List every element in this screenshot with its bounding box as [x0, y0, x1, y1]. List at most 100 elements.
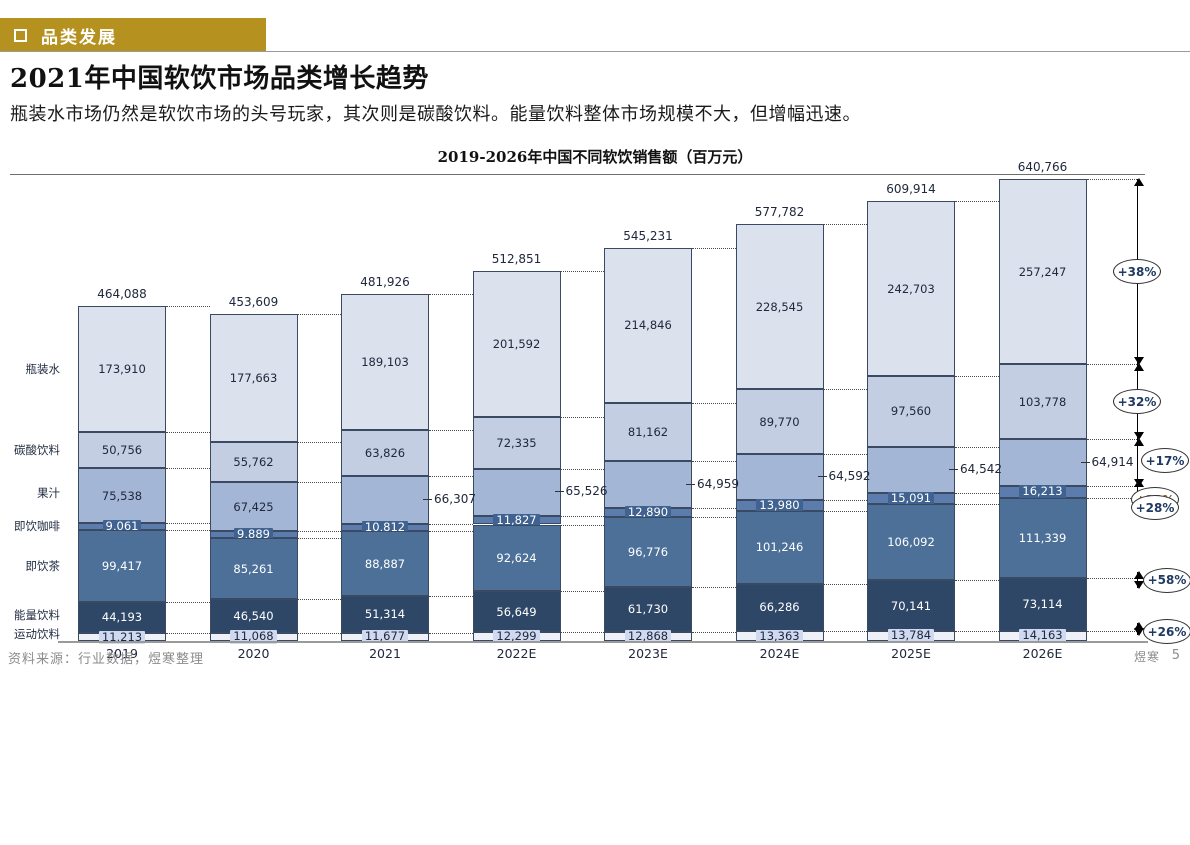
segment-value-label: 12,299	[493, 629, 540, 644]
leader-line	[166, 601, 210, 603]
bar-segment-碳酸饮料-2020[interactable]: 55,762	[209, 442, 298, 483]
leader-tick-icon	[423, 498, 432, 500]
bar-segment-碳酸饮料-2025E[interactable]: 97,560	[867, 376, 955, 447]
bar-segment-能量饮料-2025E[interactable]: 70,141	[867, 580, 955, 632]
bar-segment-即饮茶-2024E[interactable]: 101,246	[735, 510, 824, 584]
bar-segment-能量饮料-2022E[interactable]: 56,649	[472, 591, 561, 633]
bar-segment-碳酸饮料-2024E[interactable]: 89,770	[735, 389, 824, 454]
bar-segment-即饮茶-2023E[interactable]: 96,776	[604, 517, 692, 588]
bar-2025E[interactable]: 242,703 97,560 15,091 106,092 70,141 13,784 60…	[867, 176, 955, 845]
bar-segment-果汁-2022E[interactable]	[472, 468, 561, 516]
segment-value-label: 63,826	[364, 445, 406, 460]
bar-segment-即饮咖啡-2022E[interactable]: 11,827	[472, 513, 561, 527]
bar-segment-即饮茶-2019[interactable]: 99,417	[78, 529, 166, 602]
bar-segment-果汁-2023E[interactable]	[604, 461, 692, 509]
segment-value-label: 73,114	[1022, 597, 1063, 612]
bar-segment-瓶装水-2024E[interactable]: 228,545	[735, 224, 824, 390]
bar-segment-运动饮料-2022E[interactable]: 12,299	[472, 629, 561, 644]
bar-segment-能量饮料-2024E[interactable]: 66,286	[735, 583, 824, 632]
segment-value-label: 201,592	[492, 336, 541, 351]
bar-segment-碳酸饮料-2021[interactable]: 63,826	[341, 429, 429, 476]
bar-segment-能量饮料-2019[interactable]: 44,193	[78, 601, 166, 634]
leader-line	[823, 453, 867, 455]
bar-segment-即饮茶-2022E[interactable]: 92,624	[472, 524, 561, 592]
leader-line	[1086, 578, 1137, 580]
leader-line	[823, 224, 867, 226]
bar-segment-即饮咖啡-2024E[interactable]: 13,980	[735, 498, 824, 513]
bar-segment-即饮咖啡-2021[interactable]: 10,812	[341, 520, 429, 535]
bar-segment-即饮茶-2021[interactable]: 88,887	[341, 531, 429, 596]
bar-segment-果汁-2026E[interactable]	[998, 439, 1087, 487]
bar-segment-运动饮料-2021[interactable]: 11,677	[341, 629, 429, 644]
bar-segment-瓶装水-2025E[interactable]: 242,703	[867, 201, 955, 377]
bar-2022E[interactable]: 201,592 72,335 11,827 92,624 56,649 12,299 512…	[472, 176, 561, 845]
bar-segment-碳酸饮料-2023E[interactable]: 81,162	[604, 402, 692, 462]
segment-value-label: 81,162	[627, 425, 669, 440]
segment-value-label: 72,335	[496, 435, 537, 450]
juice-value-label: 64,914	[1091, 454, 1134, 469]
bar-segment-运动饮料-2025E[interactable]: 13,784	[867, 629, 955, 643]
bar-segment-瓶装水-2021[interactable]: 189,103	[341, 293, 429, 430]
bar-segment-能量饮料-2023E[interactable]: 61,730	[604, 587, 692, 632]
bar-segment-碳酸饮料-2026E[interactable]: 103,778	[998, 364, 1087, 440]
segment-value-label: 61,730	[627, 602, 669, 617]
segment-value-label: 70,141	[890, 598, 932, 613]
x-axis-label-2020: 2020	[237, 646, 270, 661]
bar-segment-能量饮料-2020[interactable]: 46,540	[209, 599, 298, 633]
bar-2021[interactable]: 189,103 63,826 10,812 88,887 51,314 11,677 481…	[341, 176, 429, 845]
x-axis-label-2024E: 2024E	[759, 646, 800, 661]
bar-segment-运动饮料-2020[interactable]: 11,068	[209, 630, 298, 644]
bar-2020[interactable]: 177,663 55,762 67,425 9,889 85,261 46,540 11,0…	[209, 176, 298, 845]
bar-2026E[interactable]: 257,247 103,778 16,213 111,339 73,114 14,163 6…	[998, 160, 1087, 845]
leader-line	[429, 429, 473, 431]
growth-badge-carbonated: +32%	[1113, 389, 1161, 415]
bar-segment-即饮茶-2020[interactable]: 85,261	[209, 537, 298, 600]
leader-line	[560, 416, 604, 418]
bar-segment-即饮咖啡-2019[interactable]: 9,061	[78, 519, 166, 533]
bar-segment-果汁-2025E[interactable]	[867, 446, 955, 494]
bar-segment-即饮茶-2026E[interactable]: 111,339	[998, 497, 1087, 579]
segment-value-label: 75,538	[101, 488, 143, 503]
bar-segment-即饮咖啡-2020[interactable]: 9,889	[209, 527, 298, 542]
segment-value-label: 67,425	[233, 499, 274, 514]
section-kicker-label: 品类发展	[41, 27, 117, 48]
juice-value-label: 66,307	[434, 491, 476, 506]
bar-segment-即饮茶-2025E[interactable]: 106,092	[867, 503, 955, 581]
bar-segment-运动饮料-2024E[interactable]: 13,363	[735, 629, 824, 643]
bar-segment-即饮咖啡-2026E[interactable]: 16,213	[998, 485, 1087, 499]
segment-value-label: 96,776	[627, 545, 669, 560]
bar-segment-即饮咖啡-2023E[interactable]: 12,890	[604, 505, 692, 520]
bar-segment-果汁-2024E[interactable]	[735, 453, 824, 501]
bar-segment-瓶装水-2019[interactable]: 173,910	[78, 306, 166, 432]
footer-brand: 煜寒	[1133, 650, 1160, 664]
bar-segment-碳酸饮料-2022E[interactable]: 72,335	[472, 416, 561, 469]
bar-segment-碳酸饮料-2019[interactable]: 50,756	[78, 431, 166, 469]
segment-value-label: 11,068	[230, 630, 277, 644]
leader-line	[1086, 497, 1137, 499]
bar-segment-果汁-2020[interactable]: 67,425	[209, 482, 298, 531]
bar-segment-果汁-2019[interactable]: 75,538	[78, 468, 166, 523]
leader-tick-icon	[949, 468, 958, 470]
leader-line	[823, 389, 867, 391]
bar-segment-瓶装水-2023E[interactable]: 214,846	[604, 247, 692, 403]
leader-tick-icon	[1080, 461, 1090, 463]
growth-badge-bottled-water: +38%	[1113, 259, 1161, 285]
bar-total-label-2021: 481,926	[360, 274, 410, 289]
bar-segment-能量饮料-2021[interactable]: 51,314	[341, 595, 429, 633]
bar-segment-即饮咖啡-2025E[interactable]: 15,091	[867, 491, 955, 506]
bar-2019[interactable]: 173,910 50,756 75,538 9,061 99,417 44,193 11,2…	[78, 176, 166, 845]
bar-segment-运动饮料-2019[interactable]: 11,213	[78, 630, 166, 645]
bar-2024E[interactable]: 228,545 89,770 13,980 101,246 66,286 13,363 57…	[735, 176, 824, 845]
leader-line	[692, 508, 736, 510]
leader-line	[692, 631, 736, 633]
bar-segment-运动饮料-2026E[interactable]: 14,163	[998, 629, 1087, 643]
bar-segment-能量饮料-2026E[interactable]: 73,114	[998, 578, 1087, 631]
segment-value-label: 228,545	[755, 299, 804, 314]
bar-2023E[interactable]: 214,846 81,162 12,890 96,776 61,730 12,868 545…	[604, 176, 692, 845]
bar-segment-瓶装水-2022E[interactable]: 201,592	[472, 271, 561, 417]
bar-segment-瓶装水-2020[interactable]: 177,663	[209, 313, 298, 443]
bar-segment-运动饮料-2023E[interactable]: 12,868	[604, 629, 692, 643]
bar-segment-果汁-2021[interactable]	[341, 475, 429, 524]
leader-line	[1086, 630, 1137, 632]
bar-segment-瓶装水-2026E[interactable]: 257,247	[998, 179, 1087, 365]
